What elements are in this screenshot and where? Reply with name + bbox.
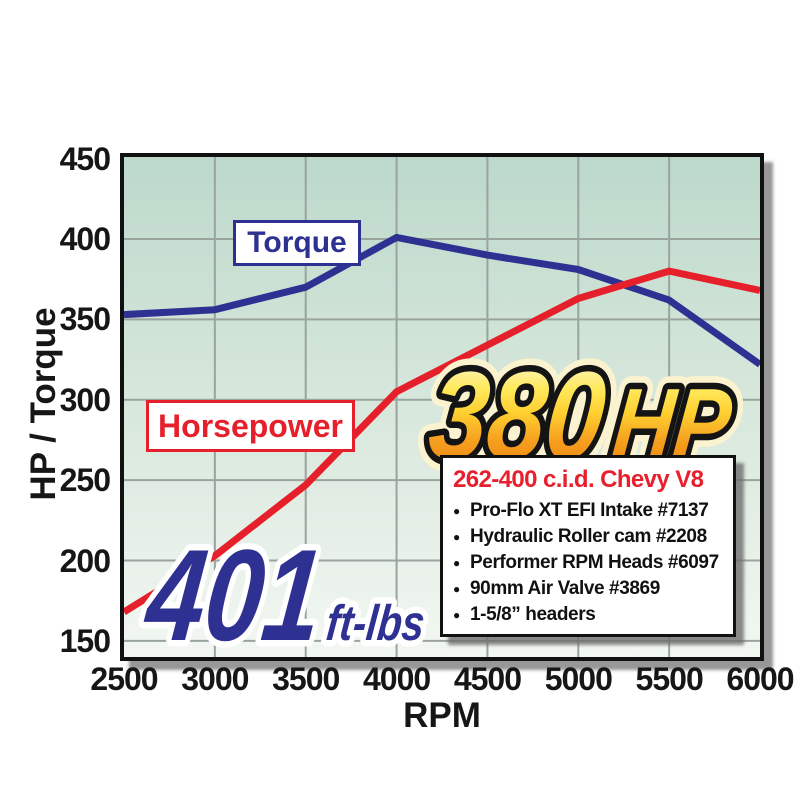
y-axis-title: HP / Torque xyxy=(24,307,63,501)
torque-curve xyxy=(124,233,760,368)
x-tick-label: 2500 xyxy=(90,661,158,697)
x-tick-label: 4500 xyxy=(453,661,522,697)
x-tick-label: 3500 xyxy=(272,661,340,697)
y-tick-label: 400 xyxy=(59,220,111,257)
y-tick-label: 250 xyxy=(59,462,111,499)
specs-title: 262-400 c.i.d. Chevy V8 xyxy=(453,466,704,493)
x-tick-label: 4000 xyxy=(362,661,431,697)
spec-item: Hydraulic Roller cam #2208 xyxy=(453,524,725,550)
y-tick-label: 150 xyxy=(59,622,111,659)
x-tick-label: 5000 xyxy=(544,661,613,697)
specs-list: Pro-Flo XT EFI Intake #7137 Hydraulic Ro… xyxy=(453,498,725,628)
spec-item: 1-5/8” headers xyxy=(453,602,725,628)
y-tick-label: 200 xyxy=(59,542,111,579)
legend-horsepower: Horsepower xyxy=(146,400,355,452)
x-tick-label: 5500 xyxy=(635,661,704,697)
x-tick-label: 3000 xyxy=(181,661,249,697)
spec-item: Pro-Flo XT EFI Intake #7137 xyxy=(453,498,725,524)
spec-item: 90mm Air Valve #3869 xyxy=(453,576,725,602)
horsepower-curve xyxy=(124,267,760,615)
x-tick-label: 6000 xyxy=(726,661,794,697)
y-tick-label: 300 xyxy=(59,381,111,418)
specs-box: 262-400 c.i.d. Chevy V8 Pro-Flo XT EFI I… xyxy=(440,455,736,637)
y-tick-label: 450 xyxy=(59,140,111,177)
legend-torque: Torque xyxy=(233,220,361,266)
y-tick-label: 350 xyxy=(59,301,111,338)
x-axis-title: RPM xyxy=(403,696,481,735)
spec-item: Performer RPM Heads #6097 xyxy=(453,550,725,576)
